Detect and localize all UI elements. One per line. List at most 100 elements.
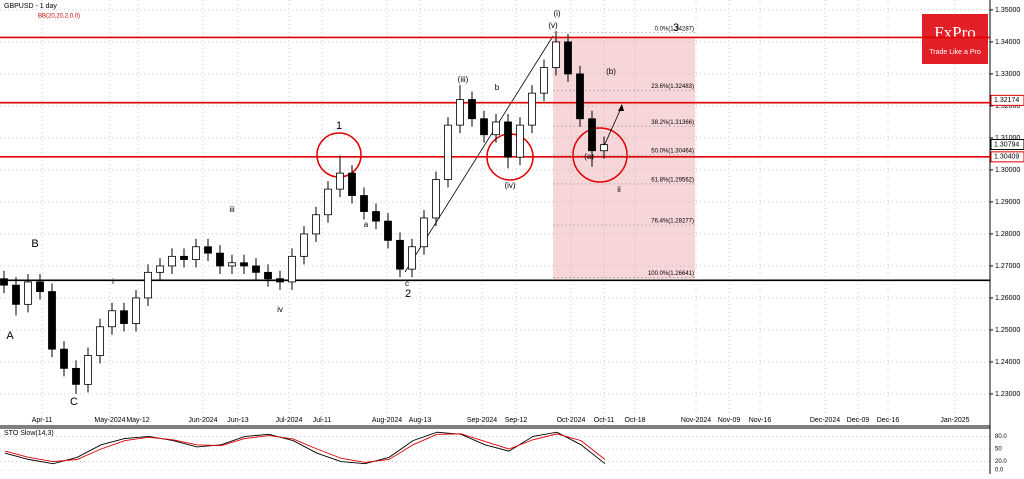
y-tick-label: 1.33000 [995, 71, 1020, 78]
x-tick-label: Oct-18 [624, 417, 645, 424]
logo-tagline: Trade Like a Pro [929, 49, 981, 56]
y-tick-label: 1.27000 [995, 263, 1020, 270]
price-tag [990, 139, 1024, 151]
price-tag [990, 94, 1024, 106]
candle-body [132, 297, 140, 324]
candle-body [492, 121, 500, 136]
trend-line [404, 35, 554, 273]
wave-label: iii [229, 205, 235, 214]
oscillator-line [4, 433, 606, 463]
candle-body [564, 41, 572, 75]
candle-body [156, 265, 164, 273]
candle-body [540, 67, 548, 94]
candle-body [576, 73, 584, 120]
x-tick-label: Jul-11 [313, 417, 332, 424]
y-tick-label: 1.26000 [995, 295, 1020, 302]
x-tick-label: Nov-2024 [681, 417, 711, 424]
y-tick-label: 1.23000 [995, 391, 1020, 398]
candle-body [444, 124, 452, 180]
indicator-label: BB(20,20,2,0,0) [38, 14, 80, 20]
candle-body [120, 310, 128, 324]
x-tick-label: Aug-2024 [372, 417, 402, 424]
fib-label: 23.6%(1.32483) [651, 84, 694, 90]
y-tick-label: 0.0 [995, 468, 1004, 474]
candle-body [516, 124, 524, 158]
candle-body [84, 355, 92, 385]
candle-body [528, 92, 536, 126]
wave-label: ii [617, 185, 621, 194]
x-tick-label: Jun-13 [227, 417, 249, 424]
logo-box [922, 14, 988, 64]
y-tick-label: 1.32000 [995, 103, 1020, 110]
logo-brand: FxPro [934, 23, 976, 42]
wave-label: 1 [336, 120, 342, 132]
y-tick-label: 1.31000 [995, 135, 1020, 142]
x-tick-label: Jul-2024 [276, 417, 303, 424]
candle-body [588, 118, 596, 152]
price-tag-label: 1.32174 [994, 97, 1019, 104]
price-tag [990, 151, 1024, 163]
wave-label: (v) [548, 21, 558, 30]
fib-label: 50.0%(1.30464) [651, 149, 694, 155]
candle-body [264, 271, 272, 280]
x-tick-label: Jan-2025 [940, 417, 969, 424]
highlight-circle [316, 132, 362, 178]
wave-label: (i) [553, 9, 560, 18]
candle-body [420, 217, 428, 248]
candle-body [48, 291, 56, 350]
x-tick-label: Apr-11 [32, 417, 53, 424]
wave-label: 3 [673, 22, 679, 34]
y-tick-label: 1.35000 [995, 7, 1020, 14]
candle-body [348, 172, 356, 196]
y-tick-label: 20.0 [995, 459, 1007, 465]
fib-label: 61.8%(1.29562) [651, 178, 694, 184]
fib-label: 0.0%(1.34287) [655, 26, 694, 32]
y-tick-label: 1.25000 [995, 327, 1020, 334]
x-tick-label: Oct-2024 [557, 417, 586, 424]
candle-body [216, 252, 224, 267]
candle-body [276, 278, 284, 283]
candle-body [312, 214, 320, 235]
wave-label: A [6, 330, 14, 342]
candle-body [600, 144, 608, 152]
x-tick-label: Nov-16 [749, 417, 772, 424]
x-tick-label: May-2024 [94, 417, 125, 424]
candle-body [432, 179, 440, 219]
price-tag-label: 1.30409 [994, 154, 1019, 161]
y-tick-label: 1.30000 [995, 167, 1020, 174]
candle-body [108, 310, 116, 328]
candle-body [72, 367, 80, 385]
wave-label: C [70, 396, 78, 408]
candle-body [552, 41, 560, 68]
candle-body [504, 121, 512, 158]
candle-body [456, 99, 464, 126]
candle-body [96, 326, 104, 356]
price-tag-label: 1.30794 [994, 141, 1019, 148]
candle-body [0, 278, 8, 286]
candle-body [252, 265, 260, 273]
wave-label: B [31, 238, 38, 250]
candle-body [144, 271, 152, 299]
candle-body [396, 239, 404, 270]
x-tick-label: Aug-13 [409, 417, 432, 424]
candle-body [384, 220, 392, 241]
candle-body [288, 255, 296, 283]
x-tick-label: Nov-09 [718, 417, 741, 424]
wave-label: b [495, 83, 500, 92]
x-tick-label: Sep-12 [505, 417, 528, 424]
wave-label: a [364, 220, 369, 229]
wave-label: i [112, 277, 114, 286]
wave-label: iv [277, 305, 283, 314]
x-tick-label: Dec-16 [877, 417, 900, 424]
candle-body [60, 348, 68, 369]
wave-label: (a) [584, 152, 594, 161]
candle-body [300, 233, 308, 257]
oscillator-title: STO Slow(14,3) [4, 430, 54, 437]
oscillator-line [4, 431, 606, 465]
candle-body [36, 281, 44, 292]
candle-body [360, 195, 368, 212]
y-tick-label: 1.29000 [995, 199, 1020, 206]
y-tick-label: 1.34000 [995, 39, 1020, 46]
fib-label: 100.0%(1.26641) [648, 271, 694, 277]
